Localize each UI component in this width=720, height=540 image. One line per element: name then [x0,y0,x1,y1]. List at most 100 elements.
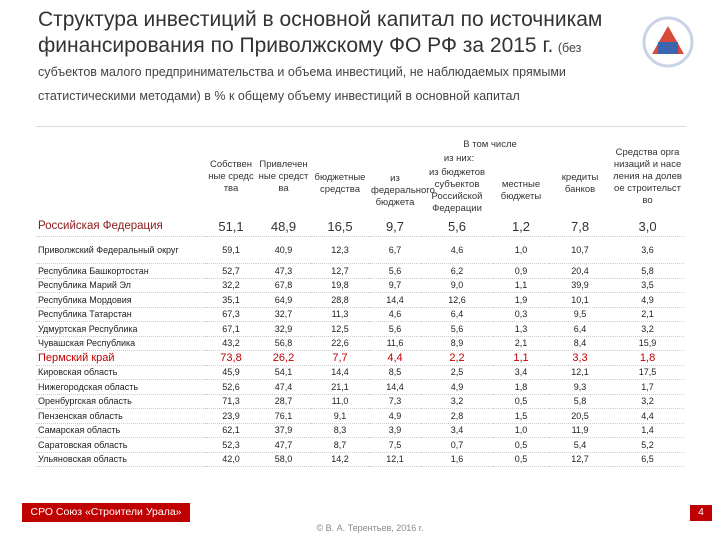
cell: 3,2 [611,394,685,409]
organization-badge: СРО Союз «Строители Урала» [22,503,190,522]
cell: 14,4 [369,379,421,395]
table-row: Кировская область 45,9 54,1 14,4 8,5 2,5 3,4 12… [36,365,685,380]
header-cell: бюджетные средства [314,172,366,195]
cell: 5,8 [611,263,685,279]
cell: 3,4 [493,365,549,380]
cell: 6,4 [549,321,612,337]
cell: 5,4 [549,437,612,453]
cell: 52,7 [206,263,256,279]
cell: 52,3 [206,437,256,453]
separator [36,126,686,127]
cell: 0,3 [493,307,549,322]
header-cell: кредиты банков [561,172,599,195]
cell: 5,6 [369,321,421,337]
table-row: Пермский край 73,8 26,2 7,7 4,4 2,2 1,1 3,3 1,8 [36,350,685,366]
header-cell: Средства организаций и населения на доле… [613,147,682,206]
cell: 28,7 [256,394,311,409]
title: Структура инвестиций в основной капитал … [38,8,603,57]
table-row: Оренбургская область 71,3 28,7 11,0 7,3 3,2 0,… [36,394,685,409]
cell: 1,8 [611,350,685,366]
cell: 67,1 [206,321,256,337]
header-row: Собственные средства Привлеченные средст… [36,138,684,206]
cell: 19,8 [311,278,369,293]
cell: 1,2 [493,216,549,237]
cell: 23,9 [206,408,256,424]
cell: 3,0 [611,216,685,237]
cell: 9,7 [369,278,421,293]
cell: 2,8 [421,408,493,424]
cell: 1,8 [493,379,549,395]
cell: 3,4 [421,423,493,438]
header-row: из федерального бюджета из бюджетов субъ… [36,166,684,216]
cell: 3,2 [421,394,493,409]
cell: 8,3 [311,423,369,438]
cell: 16,5 [311,216,369,237]
cell: 9,5 [549,307,612,322]
cell: 2,5 [421,365,493,380]
row-label: Республика Татарстан [36,307,206,322]
cell: 10,7 [549,236,612,264]
cell: 4,9 [611,292,685,308]
cell: 0,5 [493,452,549,467]
cell: 12,5 [311,321,369,337]
page-number: 4 [690,505,712,521]
cell: 54,1 [256,365,311,380]
header-cell: Собственные средства [208,159,254,194]
table-row: Чувашская Республика 43,2 56,8 22,6 11,6 8,9 2… [36,336,685,351]
row-label: Чувашская Республика [36,336,206,351]
table-row: Республика Мордовия 35,1 64,9 28,8 14,4 12,6 1… [36,292,685,308]
cell: 45,9 [206,365,256,380]
row-label: Оренбургская область [36,394,206,409]
cell: 12,1 [549,365,612,380]
cell: 3,3 [549,350,612,366]
cell: 5,6 [421,216,493,237]
cell: 14,4 [369,292,421,308]
cell: 7,8 [549,216,612,237]
cell: 26,2 [256,350,311,366]
cell: 12,1 [369,452,421,467]
row-label: Российская Федерация [36,216,206,237]
cell: 4,4 [611,408,685,424]
cell: 28,8 [311,292,369,308]
cell: 47,4 [256,379,311,395]
cell: 76,1 [256,408,311,424]
logo-body [658,42,678,54]
row-label: Республика Марий Эл [36,278,206,293]
cell: 17,5 [611,365,685,380]
cell: 20,5 [549,408,612,424]
cell: 1,9 [493,292,549,308]
cell: 10,1 [549,292,612,308]
cell: 3,9 [369,423,421,438]
cell: 32,2 [206,278,256,293]
header-cell: местные бюджеты [500,179,542,202]
cell: 7,7 [311,350,369,366]
cell: 1,1 [493,350,549,366]
cell: 51,1 [206,216,256,237]
table-row: Приволжский Федеральный округ 59,1 40,9 12,… [36,236,685,264]
cell: 39,9 [549,278,612,293]
header-cell [36,138,206,216]
cell: 67,8 [256,278,311,293]
table: Собственные средства Привлеченные средст… [36,138,685,467]
cell: 47,7 [256,437,311,453]
cell: 6,2 [421,263,493,279]
header-cell: из бюджетов субъектов Российской Федерац… [428,167,486,214]
cell: 1,7 [611,379,685,395]
table-row: Удмуртская Республика 67,1 32,9 12,5 5,6 5,6 1… [36,321,685,337]
row-label: Нижегородская область [36,379,206,395]
cell: 21,1 [311,379,369,395]
cell: 1,0 [493,236,549,264]
cell: 4,6 [369,307,421,322]
table-head: Собственные средства Привлеченные средст… [36,138,684,216]
cell: 12,6 [421,292,493,308]
cell: 11,6 [369,336,421,351]
cell: 59,1 [206,236,256,264]
cell: 22,6 [311,336,369,351]
cell: 9,0 [421,278,493,293]
cell: 7,5 [369,437,421,453]
cell: 15,9 [611,336,685,351]
cell: 3,5 [611,278,685,293]
cell: 14,2 [311,452,369,467]
cell: 71,3 [206,394,256,409]
